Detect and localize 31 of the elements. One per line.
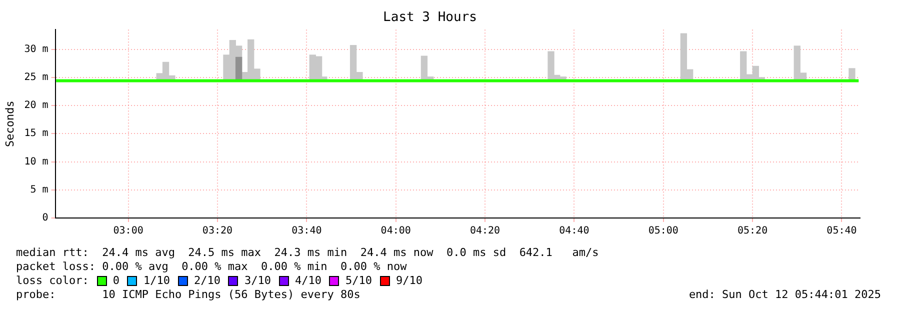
legend-title: loss color: <box>16 274 89 288</box>
legend-label: 3/10 <box>244 274 271 288</box>
x-tick-label: 03:20 <box>202 226 233 237</box>
legend-label: 1/10 <box>143 274 170 288</box>
y-tick-label: 30 m <box>24 44 48 55</box>
x-tick-label: 03:00 <box>113 226 144 237</box>
x-tick-label: 05:40 <box>826 226 857 237</box>
text: probe: 10 ICMP Echo Pings (56 Bytes) every 80s <box>16 288 360 302</box>
x-tick-label: 04:20 <box>470 226 500 237</box>
y-tick-label: 10 m <box>24 156 48 168</box>
text: end: Sun Oct 12 05:44:01 2025 <box>688 288 881 302</box>
y-tick-label: 20 m <box>24 100 48 112</box>
chart-title: Last 3 Hours <box>383 10 477 26</box>
bar <box>235 56 242 82</box>
y-tick-label: 5 m <box>30 184 48 196</box>
legend-label: 4/10 <box>294 274 322 288</box>
y-tick-label: 15 m <box>24 128 48 140</box>
y-axis-title: Seconds <box>3 100 16 147</box>
x-tick-label: 03:40 <box>292 226 322 237</box>
text: median rtt: 24.4 ms avg 24.5 ms max 24.3 ms min 24.4 ms now 0.0 ms sd 642.1 am/s <box>16 246 599 260</box>
legend-label: 2/10 <box>194 274 220 288</box>
legend-label: 0 <box>112 274 120 288</box>
legend-label: 5/10 <box>345 274 372 288</box>
text: packet loss: 0.00 % avg 0.00 % max 0.00 % min 0.00 % now <box>16 260 407 274</box>
y-tick-label: 0 <box>42 212 48 224</box>
legend-label: 9/10 <box>396 274 422 288</box>
y-tick-label: 25 m <box>24 72 48 83</box>
x-tick-label: 05:20 <box>737 226 768 237</box>
x-tick-label: 04:40 <box>559 226 590 237</box>
x-tick-label: 05:00 <box>648 226 678 237</box>
x-tick-label: 04:00 <box>380 226 411 237</box>
